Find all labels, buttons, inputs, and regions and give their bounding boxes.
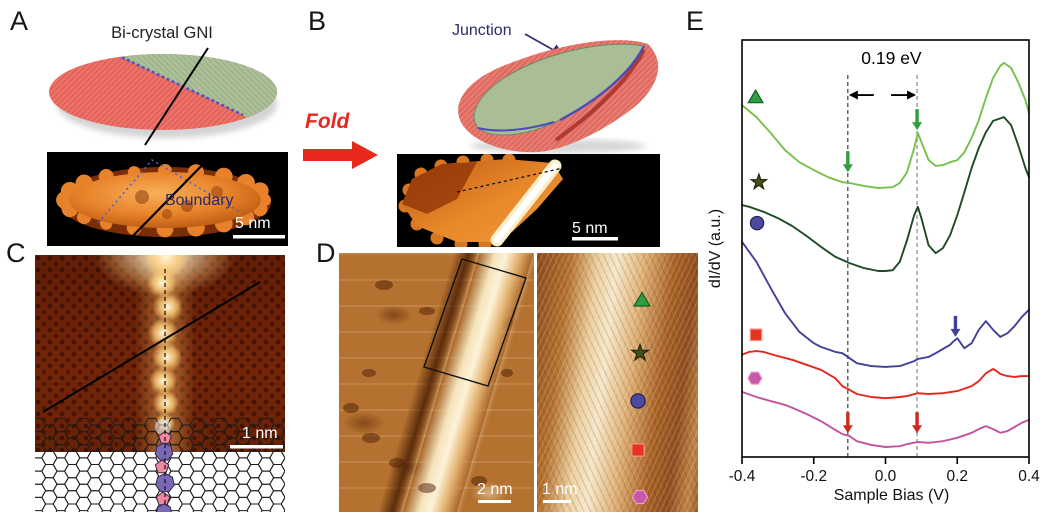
- boundary-label: Boundary: [165, 192, 234, 209]
- x-axis-label: Sample Bias (V): [834, 487, 950, 504]
- plot-frame: [741, 39, 1030, 458]
- blue-circle: [630, 393, 646, 409]
- panel-b-stm-image: 5 nm: [397, 154, 660, 247]
- scale-bar-label: 1 nm: [542, 481, 578, 498]
- panel-d-left-overlay: 2 nm: [343, 258, 527, 503]
- panel-b-letter: B: [308, 6, 327, 36]
- scale-bar: [233, 235, 285, 239]
- junction-line: [559, 45, 646, 122]
- scale-bar-label: 2 nm: [477, 481, 513, 498]
- magenta-hexagon: [631, 489, 649, 505]
- folded-schematic: [458, 40, 659, 153]
- peak-arrow-head: [912, 122, 923, 131]
- x-tick-label: -0.2: [800, 468, 827, 485]
- heptagon-defect: [154, 442, 174, 461]
- boundary-bright-chain: [144, 255, 188, 433]
- profile-line: [42, 281, 261, 413]
- fold-arrow-icon: [303, 141, 378, 169]
- panel-d-right-overlay: 1 nm: [542, 291, 651, 505]
- x-tick-label: 0.4: [1018, 468, 1040, 485]
- scale-bar-label: 1 nm: [242, 425, 278, 442]
- panel-c-overlay: 1 nm: [35, 255, 285, 512]
- x-tick-label: -0.4: [729, 468, 756, 485]
- fold-label: Fold: [305, 110, 350, 133]
- scale-bar-label: 5 nm: [235, 215, 271, 232]
- spectrum-green-triangle: [741, 61, 1030, 189]
- legend-marker-blue-circle: [749, 215, 765, 231]
- spectrum-magenta-hexagon: [741, 390, 1030, 448]
- panel-e-letter: E: [686, 6, 705, 36]
- peak-arrow-head: [842, 164, 853, 173]
- panel-a-stm-image: Boundary 5 nm: [47, 152, 288, 246]
- legend-marker-red-square: [749, 328, 763, 342]
- profile-line: [144, 47, 209, 146]
- heptagon-defect: [156, 503, 172, 512]
- legend-marker-magenta-hexagon: [747, 371, 763, 385]
- annotation-gap-label: 0.19 eV: [861, 48, 922, 68]
- x-tick-label: 0.2: [946, 468, 968, 485]
- junction-label: Junction: [452, 22, 512, 39]
- didv-spectra-chart: -0.4 -0.2 0.0 0.2 0.4 Sample Bias (V) dI/dV (a…: [707, 39, 1040, 504]
- flake-dark-facet: [402, 162, 477, 214]
- profile-line: [121, 152, 216, 246]
- x-tick-label: 0.0: [875, 468, 897, 485]
- zoom-region-outline: [423, 258, 527, 387]
- scale-bar-label: 5 nm: [572, 220, 608, 237]
- pentagon-defect: [154, 459, 170, 474]
- legend-marker-dark-green-star: [749, 172, 769, 191]
- panel-a-letter: A: [10, 6, 29, 36]
- panel-d-stm-large: [339, 253, 534, 512]
- panel-d-letter: D: [316, 238, 336, 268]
- adsorbate-clusters: [343, 280, 513, 493]
- junction-dashed-line: [456, 167, 564, 193]
- panel-a-title: Bi-crystal GNI: [111, 24, 213, 42]
- scale-bar: [230, 445, 283, 449]
- scale-bar: [543, 500, 571, 503]
- graphene-lattice: [35, 417, 285, 512]
- spectrum-dark-green-star: [741, 116, 1030, 272]
- scale-bar: [478, 500, 511, 503]
- green-triangle: [633, 291, 651, 307]
- junction-line-front: [477, 121, 555, 132]
- fold-ridge: [554, 49, 646, 142]
- panel-d-stm-zoom: [537, 253, 698, 512]
- grain-boundary-line: [116, 54, 244, 117]
- legend-marker-green-triangle: [747, 88, 765, 104]
- bicrystal-schematic: [49, 47, 277, 146]
- y-axis-label: dI/dV (a.u.): [707, 209, 724, 288]
- boundary-dotted-line: [97, 158, 243, 224]
- spectrum-red-square: [741, 350, 1030, 400]
- peak-arrow-head: [912, 425, 923, 434]
- spectrum-blue-circle: [741, 240, 1030, 368]
- peak-arrow-head: [842, 425, 853, 434]
- panel-c-letter: C: [6, 238, 26, 268]
- boundary-highlight: [155, 419, 171, 435]
- peak-arrow-head: [950, 328, 961, 337]
- measure-arrow-head: [848, 90, 858, 100]
- right-grain: [109, 54, 277, 130]
- graphene-island: [69, 172, 261, 228]
- dark-green-star: [629, 342, 651, 362]
- scale-bar: [572, 237, 618, 241]
- red-square: [631, 443, 645, 457]
- measure-arrow-head: [907, 90, 917, 100]
